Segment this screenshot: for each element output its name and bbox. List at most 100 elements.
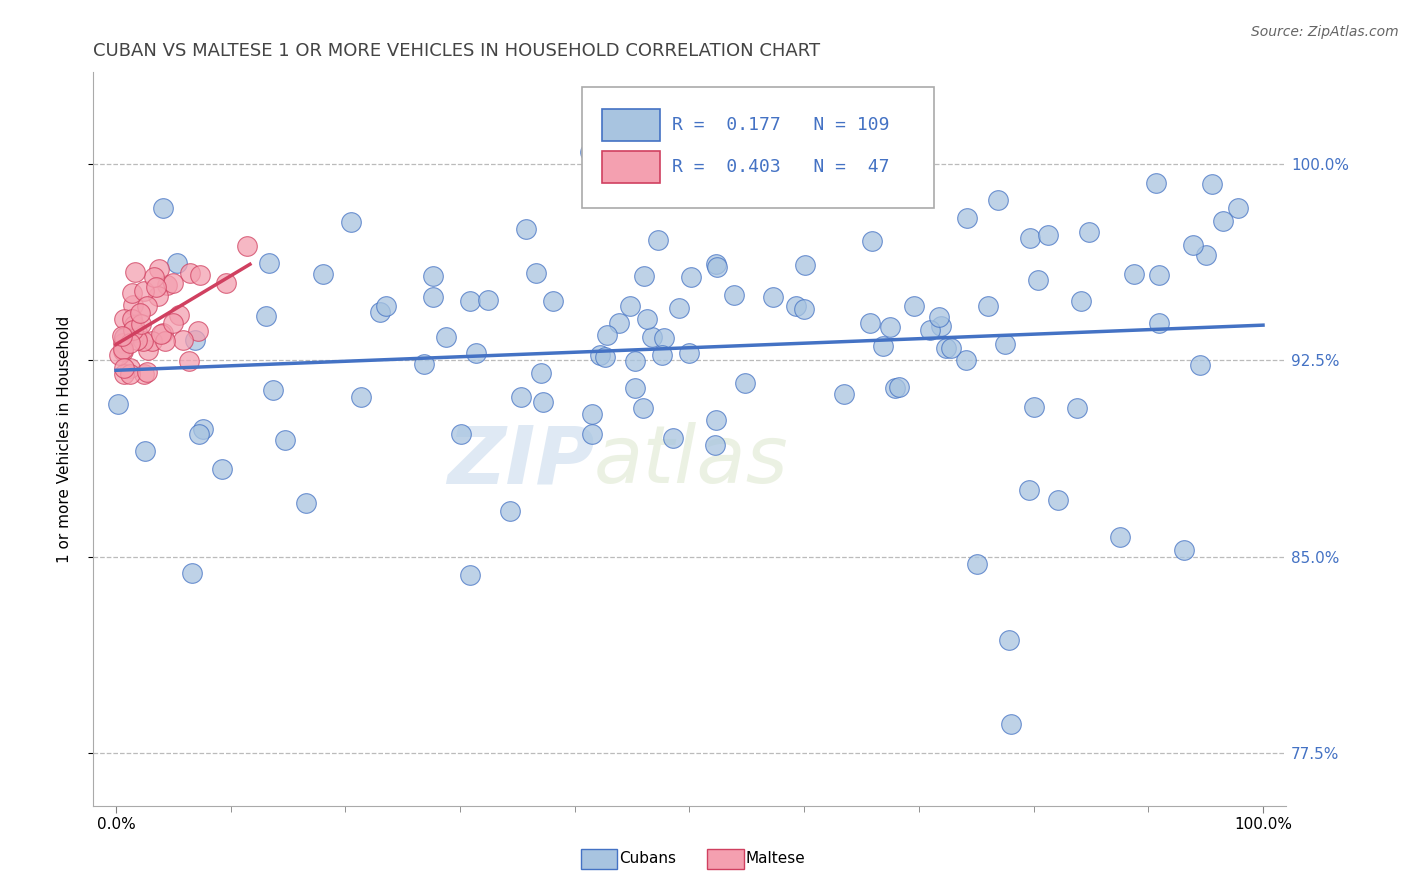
Point <box>636 312 658 326</box>
Point <box>832 387 855 401</box>
Point <box>1024 400 1046 414</box>
Point <box>723 287 745 301</box>
Point <box>647 234 669 248</box>
Point <box>1182 238 1205 252</box>
Point <box>312 267 335 281</box>
Point <box>162 276 184 290</box>
Point <box>477 293 499 308</box>
Point <box>111 335 134 350</box>
Point <box>107 397 129 411</box>
Point <box>1195 247 1218 261</box>
Point <box>589 348 612 362</box>
Point <box>987 194 1010 208</box>
Point <box>120 361 142 376</box>
Point <box>193 422 215 436</box>
Point <box>136 299 159 313</box>
Point <box>211 461 233 475</box>
Point <box>595 328 617 343</box>
Point <box>1212 213 1234 227</box>
Point <box>465 346 488 360</box>
Point <box>662 431 685 445</box>
Point <box>166 255 188 269</box>
Point <box>172 333 194 347</box>
Point <box>651 348 673 362</box>
Point <box>859 316 882 330</box>
Point <box>187 427 209 442</box>
Point <box>762 290 785 304</box>
Point <box>132 284 155 298</box>
Point <box>1046 493 1069 508</box>
Point <box>112 312 135 326</box>
Point <box>136 365 159 379</box>
Point <box>935 341 957 355</box>
Point <box>138 343 160 358</box>
Point <box>1066 401 1088 416</box>
Point <box>340 214 363 228</box>
Text: CUBAN VS MALTESE 1 OR MORE VEHICLES IN HOUSEHOLD CORRELATION CHART: CUBAN VS MALTESE 1 OR MORE VEHICLES IN H… <box>93 42 820 60</box>
Point <box>180 566 202 580</box>
Point <box>541 293 564 308</box>
FancyBboxPatch shape <box>602 109 659 141</box>
Point <box>652 331 675 345</box>
Point <box>153 334 176 348</box>
Point <box>125 325 148 339</box>
Point <box>793 301 815 316</box>
Point <box>1201 178 1223 192</box>
Point <box>641 330 664 344</box>
Point <box>112 360 135 375</box>
Point <box>879 319 901 334</box>
Text: R =  0.177   N = 109: R = 0.177 N = 109 <box>672 116 889 134</box>
Point <box>704 257 727 271</box>
Point <box>436 330 458 344</box>
Point <box>122 318 145 333</box>
Point <box>1078 225 1101 239</box>
Point <box>704 412 727 426</box>
Point <box>294 496 316 510</box>
Point <box>994 337 1017 351</box>
Point <box>1026 273 1049 287</box>
Point <box>412 357 434 371</box>
Point <box>132 367 155 381</box>
Point <box>177 354 200 368</box>
Point <box>1122 267 1144 281</box>
Point <box>458 294 481 309</box>
Point <box>966 557 988 571</box>
Point <box>1018 483 1040 498</box>
Point <box>928 310 950 324</box>
Point <box>581 407 603 421</box>
Point <box>624 381 647 395</box>
Point <box>679 269 702 284</box>
Point <box>121 311 143 326</box>
Point <box>184 333 207 347</box>
Point <box>215 276 238 290</box>
Y-axis label: 1 or more Vehicles in Household: 1 or more Vehicles in Household <box>58 316 72 563</box>
Point <box>578 145 600 159</box>
Point <box>167 308 190 322</box>
Point <box>941 341 963 355</box>
Point <box>257 256 280 270</box>
Point <box>120 367 142 381</box>
Point <box>121 286 143 301</box>
Point <box>607 317 630 331</box>
FancyBboxPatch shape <box>582 87 934 208</box>
Point <box>903 299 925 313</box>
Point <box>706 260 728 274</box>
Point <box>1038 227 1060 242</box>
Point <box>1188 359 1211 373</box>
Point <box>368 305 391 319</box>
Point <box>581 427 603 442</box>
Point <box>118 335 141 350</box>
Point <box>734 376 756 390</box>
Point <box>1149 316 1171 330</box>
Point <box>619 299 641 313</box>
Text: Maltese: Maltese <box>745 852 804 866</box>
Point <box>1109 530 1132 544</box>
Point <box>112 329 135 343</box>
Point <box>956 211 979 226</box>
Point <box>1070 293 1092 308</box>
Point <box>152 326 174 341</box>
Point <box>678 346 700 360</box>
Point <box>872 339 894 353</box>
Text: Source: ZipAtlas.com: Source: ZipAtlas.com <box>1251 25 1399 39</box>
Point <box>997 633 1019 648</box>
